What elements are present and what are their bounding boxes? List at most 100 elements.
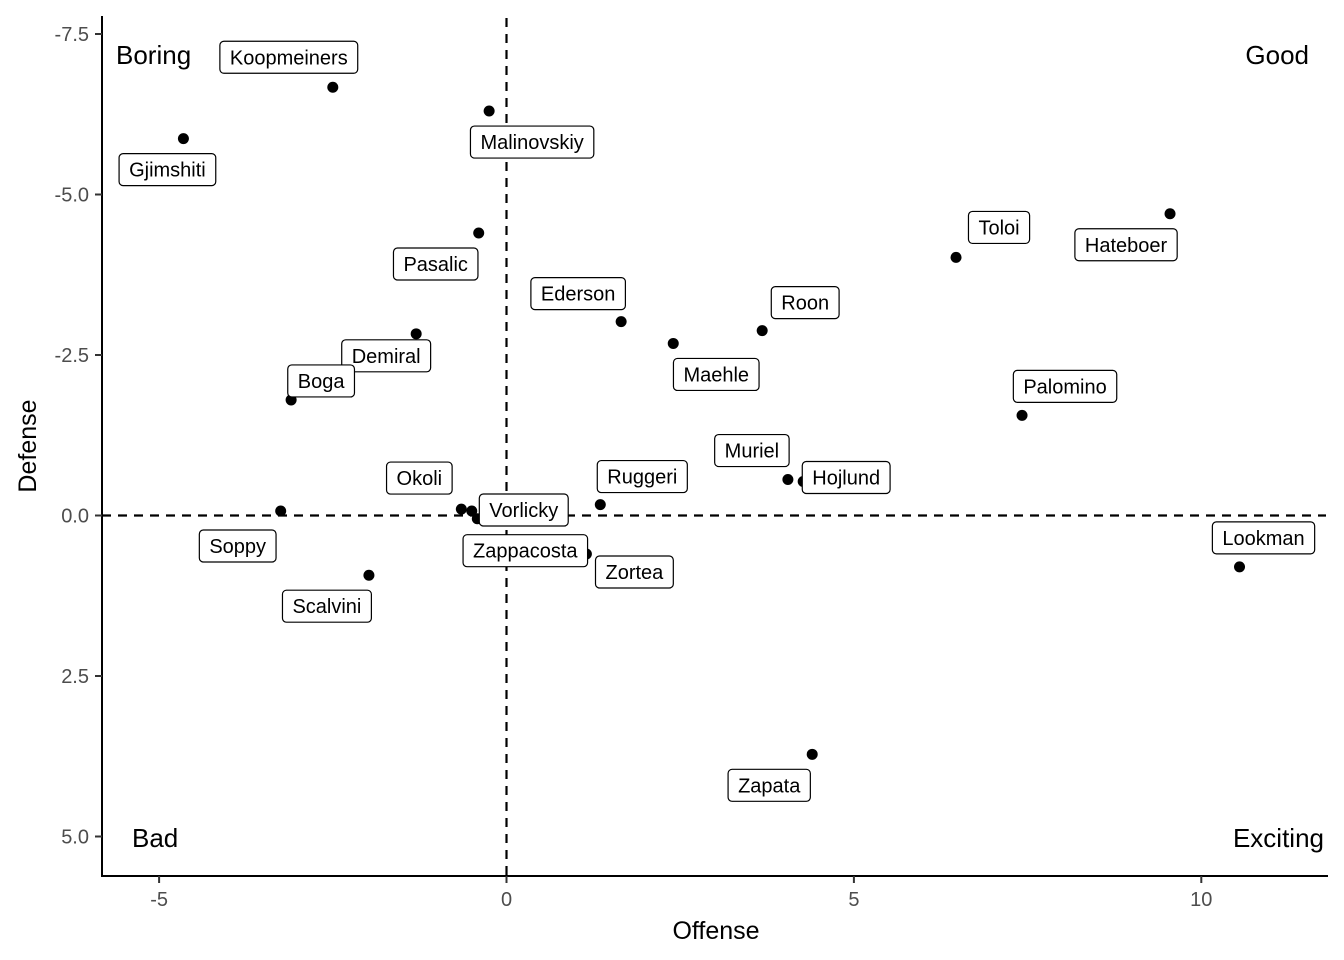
point-label-box [1074, 228, 1178, 262]
quadrant-label-bottom-right: Exciting [1233, 823, 1324, 853]
data-point [483, 105, 495, 117]
point-label: Ederson [530, 277, 626, 311]
point-label: Okoli [385, 461, 453, 495]
y-tick-label: -2.5 [55, 345, 89, 367]
data-point [275, 505, 287, 517]
point-label: Boga [287, 364, 356, 398]
data-point [1164, 208, 1176, 220]
data-point [615, 316, 627, 328]
data-point [1016, 409, 1028, 421]
point-label-text: Vorlicky [489, 500, 558, 522]
point-label-box [281, 589, 372, 623]
point-label-box [672, 357, 760, 392]
point-label-text: Lookman [1222, 528, 1304, 550]
data-point [667, 337, 679, 349]
point-label: Hojlund [801, 460, 891, 495]
point-label-box [967, 210, 1031, 245]
data-point [466, 505, 478, 517]
point-label-text: Muriel [725, 441, 779, 463]
point-label: Muriel [714, 433, 790, 468]
point-label-box [462, 534, 589, 568]
point-label-box [596, 459, 688, 494]
point-label: Pasalic [392, 247, 479, 281]
y-tick-label: -7.5 [55, 24, 89, 46]
point-label: Zappacosta [462, 534, 589, 568]
y-tick-label: 2.5 [61, 666, 89, 688]
point-label-text: Boga [298, 371, 346, 393]
point-label: Maehle [672, 357, 760, 392]
point-label-box [287, 364, 356, 398]
point-label-text: Zapata [738, 775, 801, 797]
quadrant-labels: Boring Good Bad Exciting [116, 40, 1324, 853]
point-label: Toloi [967, 210, 1031, 245]
point-label-text: Pasalic [403, 254, 467, 276]
point-label-text: Roon [781, 293, 829, 315]
data-point [594, 499, 606, 511]
y-tick-label: 0.0 [61, 506, 89, 528]
x-axis-title: Offense [672, 917, 759, 945]
data-point [363, 569, 375, 581]
point-label-text: Ruggeri [607, 467, 677, 489]
point-label: Hateboer [1074, 228, 1178, 262]
data-point [327, 81, 339, 93]
quadrant-label-top-left: Boring [116, 40, 191, 70]
point-label-text: Maehle [683, 364, 749, 386]
point-label: Palomino [1012, 369, 1118, 403]
point-label-text: Zortea [605, 562, 664, 584]
data-point [455, 503, 467, 515]
data-point [806, 748, 818, 760]
data-point [950, 251, 962, 263]
point-label-text: Zappacosta [473, 541, 578, 563]
x-tick-label: -5 [150, 889, 168, 911]
point-label-box [341, 339, 432, 373]
data-point [1234, 561, 1246, 573]
point-label-box [118, 153, 217, 187]
reference-lines [102, 18, 1326, 876]
y-ticks: -7.5 -5.0 -2.5 0.0 2.5 5.0 [55, 24, 102, 849]
point-label-box [392, 247, 479, 281]
point-label: Gjimshiti [118, 153, 217, 187]
data-point [782, 474, 794, 486]
point-label: Vorlicky [478, 493, 569, 527]
point-label-text: Scalvini [292, 596, 361, 618]
point-label: Zapata [727, 768, 811, 802]
point-label-box [714, 433, 790, 468]
quadrant-label-bottom-left: Bad [132, 823, 178, 853]
point-label-box [1012, 369, 1118, 403]
data-points [177, 81, 1246, 760]
data-point [473, 227, 485, 239]
point-label: Ruggeri [596, 459, 688, 494]
point-label-box [385, 461, 453, 495]
x-tick-label: 5 [848, 889, 859, 911]
point-label-box [469, 125, 595, 159]
point-label: Lookman [1211, 521, 1316, 555]
point-label-text: Okoli [397, 468, 443, 490]
point-labels: Koopmeiners Gjimshiti Malinovskiy Pasalic De… [118, 40, 1316, 802]
point-label-box [594, 555, 674, 589]
point-label-box [219, 40, 359, 74]
point-label: Zortea [594, 555, 674, 589]
point-label-text: Hojlund [812, 467, 880, 489]
point-label-text: Toloi [978, 217, 1019, 239]
point-label-box [198, 529, 277, 563]
point-label-text: Ederson [541, 284, 616, 306]
x-ticks: -5 0 5 10 [150, 876, 1212, 911]
point-label: Demiral [341, 339, 432, 373]
y-axis-title: Defense [14, 399, 42, 492]
data-point [410, 328, 422, 340]
point-label-box [727, 768, 811, 802]
y-tick-label: 5.0 [61, 827, 89, 849]
point-label-text: Palomino [1023, 376, 1106, 398]
point-label-text: Demiral [352, 346, 421, 368]
point-label-text: Koopmeiners [230, 47, 348, 69]
point-label-box [770, 286, 840, 320]
point-label: Scalvini [281, 589, 372, 623]
data-point [177, 133, 189, 145]
axes: -5 0 5 10 -7.5 -5.0 -2.5 0.0 2.5 5.0 Offense Def… [14, 16, 1328, 945]
point-label-box [530, 277, 626, 311]
y-tick-label: -5.0 [55, 185, 89, 207]
point-label-box [478, 493, 569, 527]
data-point [756, 325, 768, 337]
x-tick-label: 0 [501, 889, 512, 911]
